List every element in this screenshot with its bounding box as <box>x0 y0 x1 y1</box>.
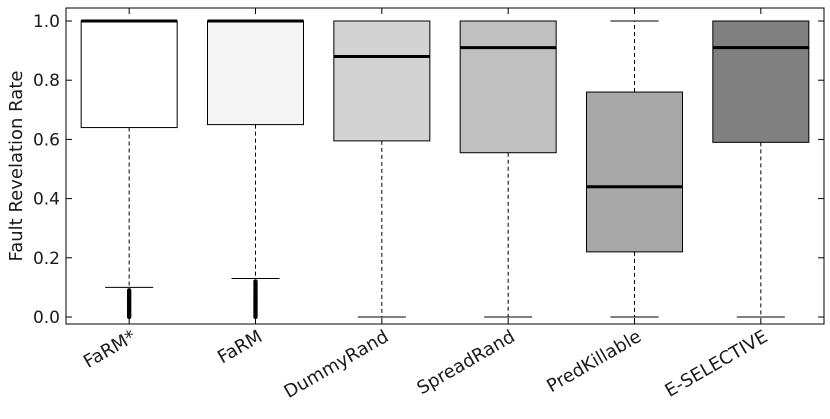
box-spreadrand <box>459 20 557 154</box>
y-tick-label-1: 0.2 <box>33 249 60 269</box>
outlier-farm-18 <box>126 288 132 293</box>
outlier-farm-24 <box>253 279 258 284</box>
box-farm <box>207 20 304 126</box>
x-tick-label-predkillable: PredKillable <box>543 326 645 397</box>
box-e-selective <box>712 20 810 143</box>
y-tick-label-0: 0.0 <box>33 308 60 328</box>
box-predkillable <box>586 91 683 253</box>
y-tick-label-3: 0.6 <box>33 130 60 150</box>
x-tick-label-farm: FaRM* <box>80 326 140 373</box>
y-tick-label-5: 1.0 <box>33 12 60 32</box>
y-axis-label: Fault Revelation Rate <box>6 71 27 262</box>
x-tick-label-spreadrand: SpreadRand <box>413 326 518 399</box>
box-dummyrand <box>333 20 431 142</box>
box-farm <box>80 20 178 129</box>
plot-layer <box>80 19 810 320</box>
plot-frame <box>65 7 825 325</box>
x-tick-label-e-selective: E-SELECTIVE <box>662 326 772 402</box>
y-tick-label-2: 0.4 <box>33 190 60 210</box>
y-tick-label-4: 0.8 <box>33 71 60 91</box>
x-tick-label-farm: FaRM <box>214 326 266 368</box>
x-tick-label-dummyrand: DummyRand <box>281 326 393 403</box>
